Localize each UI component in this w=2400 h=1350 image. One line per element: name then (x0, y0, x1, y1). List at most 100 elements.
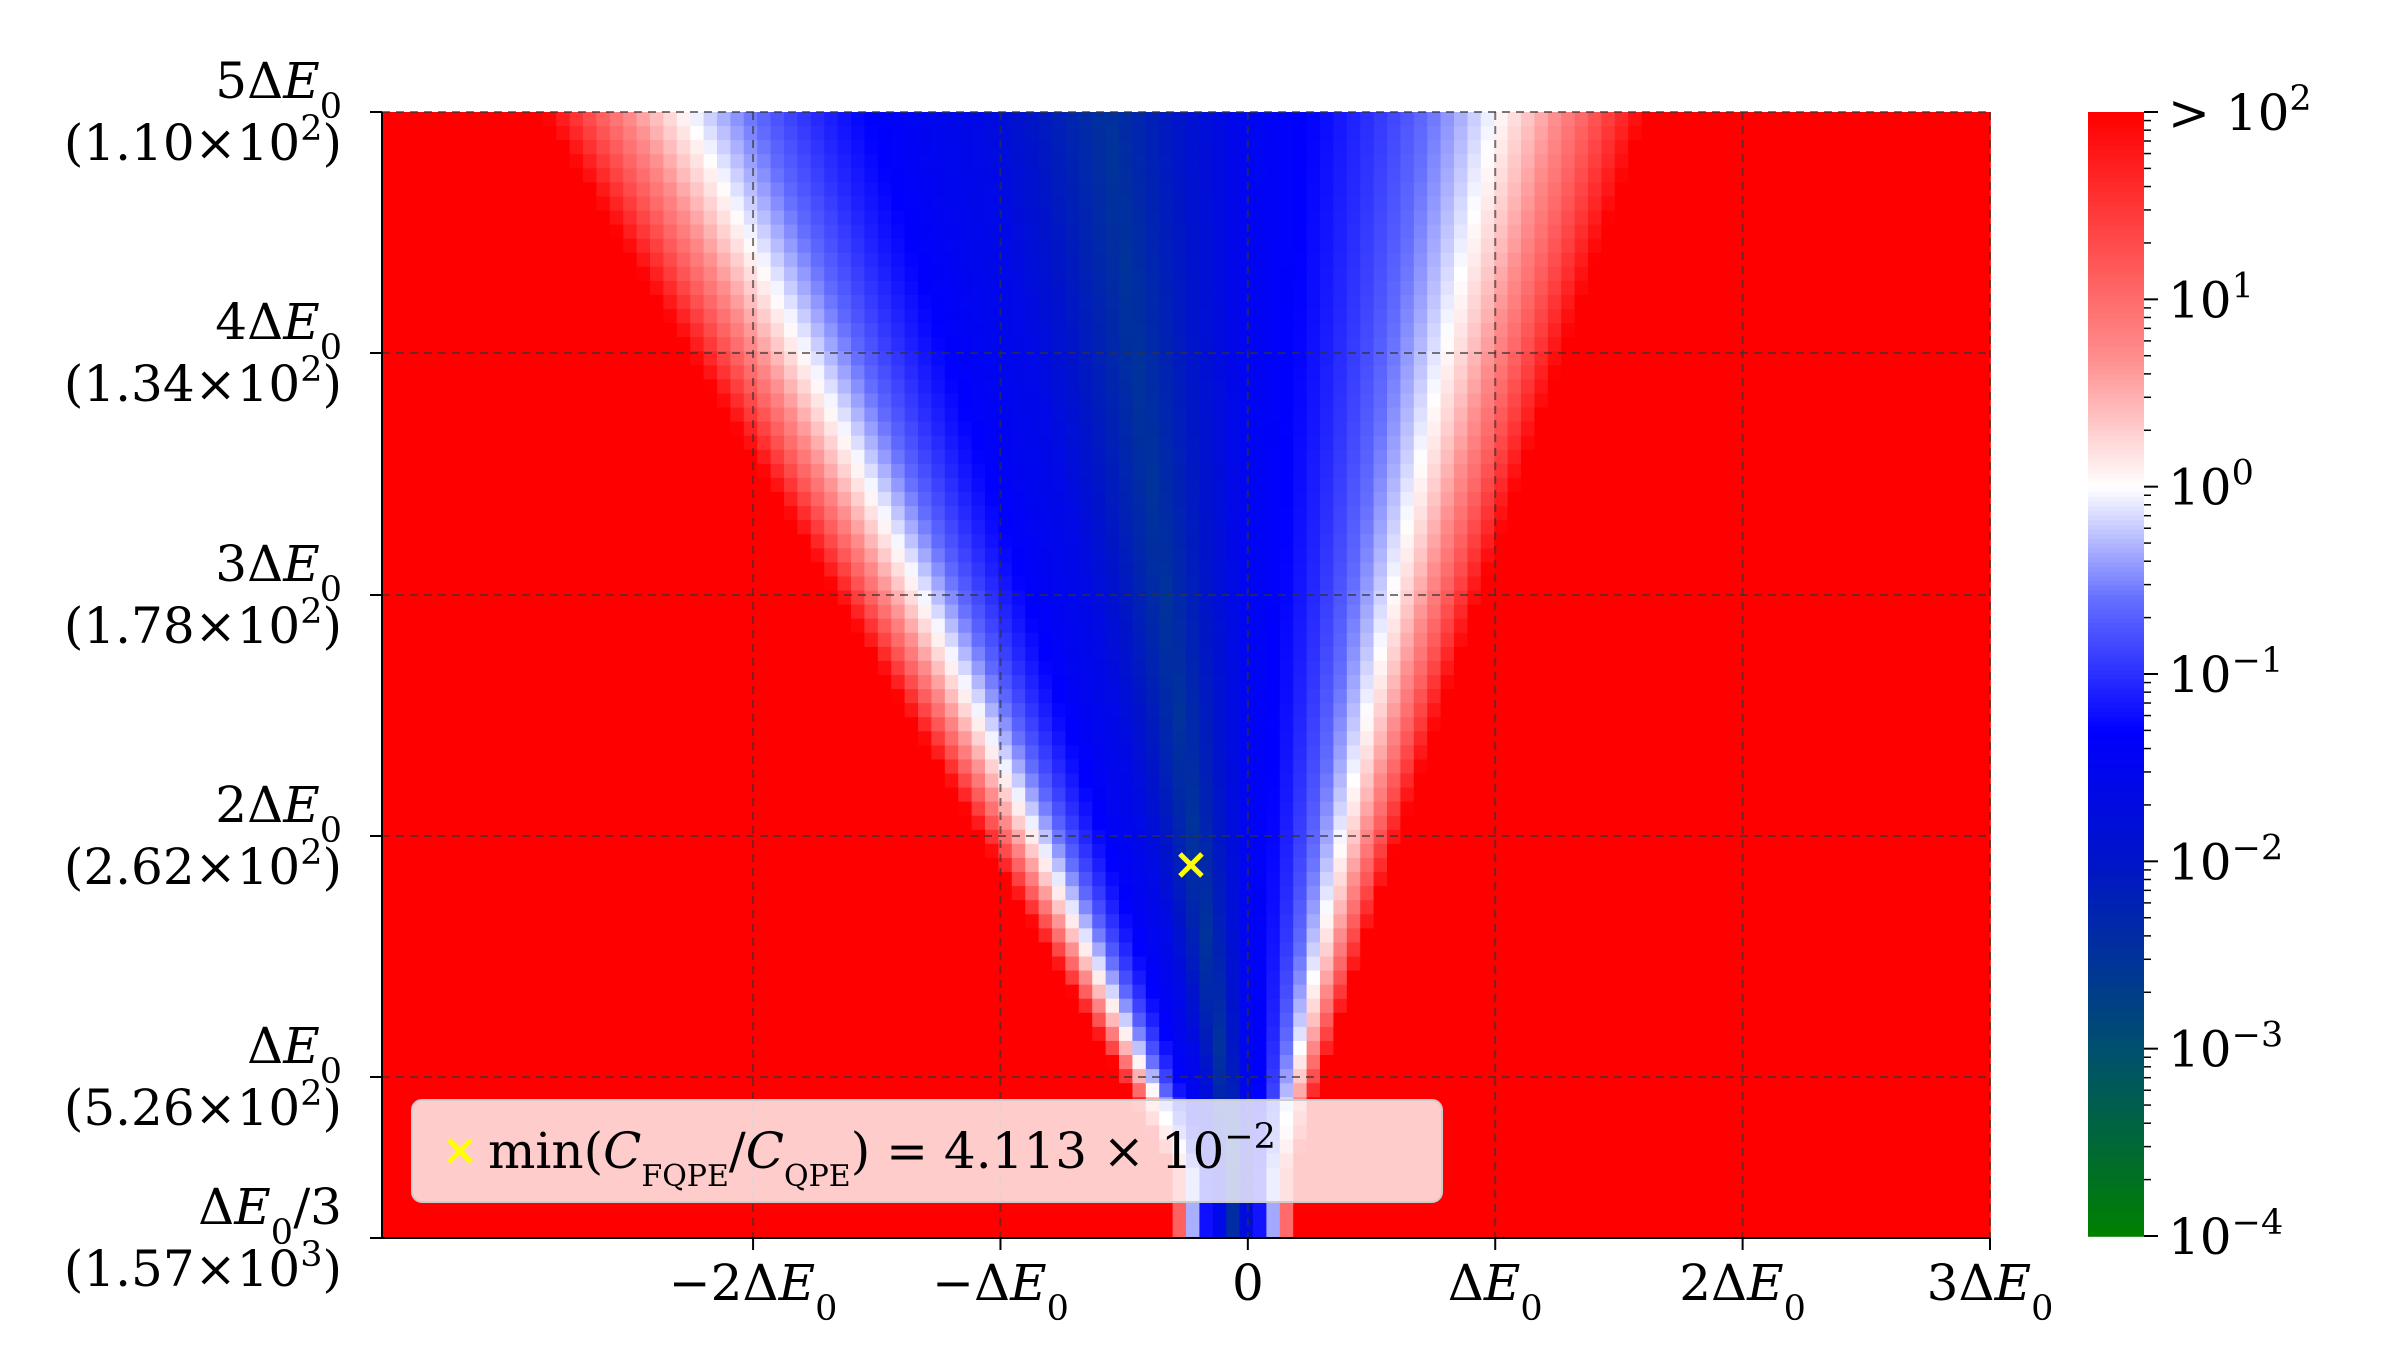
heatmap-cell (1065, 562, 1080, 578)
heatmap-cell (824, 140, 839, 156)
heatmap-cell (1762, 506, 1777, 521)
heatmap-cell (623, 126, 638, 141)
heatmap-cell (1534, 365, 1549, 381)
heatmap-cell (757, 210, 772, 226)
heatmap-cell (1025, 182, 1040, 198)
heatmap-cell (918, 477, 933, 493)
heatmap-cell (1360, 534, 1375, 550)
heatmap-cell (1561, 112, 1576, 127)
heatmap-cell (1949, 675, 1964, 690)
heatmap-cell (1333, 224, 1348, 240)
heatmap-cell (1923, 140, 1938, 156)
heatmap-cell (395, 351, 410, 367)
heatmap-cell (1909, 492, 1924, 507)
heatmap-cell (1882, 534, 1897, 550)
heatmap-cell (971, 506, 986, 521)
heatmap-cell (1695, 576, 1710, 592)
heatmap-cell (1239, 126, 1254, 141)
heatmap-cell (502, 154, 517, 170)
heatmap-cell (1038, 168, 1053, 184)
heatmap-cell (1601, 337, 1616, 353)
heatmap-cell (730, 689, 745, 704)
heatmap-cell (1829, 492, 1844, 507)
heatmap-cell (1789, 632, 1804, 648)
heatmap-cell (1588, 294, 1603, 310)
heatmap-cell (1387, 660, 1402, 676)
heatmap-cell (569, 435, 584, 451)
heatmap-cell (1413, 112, 1428, 127)
heatmap-cell (1628, 196, 1643, 212)
heatmap-cell (824, 534, 839, 550)
heatmap-cell (1628, 463, 1643, 479)
heatmap-cell (1628, 365, 1643, 381)
heatmap-cell (489, 604, 504, 620)
heatmap-cell (1722, 140, 1737, 156)
heatmap-cell (1976, 477, 1991, 493)
heatmap-cell (1574, 646, 1589, 662)
heatmap-cell (1025, 632, 1040, 648)
heatmap-cell (1588, 435, 1603, 451)
heatmap-cell (1480, 309, 1495, 324)
heatmap-cell (1159, 154, 1174, 170)
heatmap-cell (475, 337, 490, 353)
heatmap-cell (556, 351, 571, 367)
heatmap-cell (1346, 112, 1361, 127)
heatmap-cell (1293, 449, 1308, 465)
heatmap-cell (1145, 252, 1160, 268)
heatmap-cell (1387, 154, 1402, 170)
heatmap-cell (1722, 435, 1737, 451)
heatmap-cell (891, 449, 906, 465)
heatmap-cell (1092, 604, 1107, 620)
heatmap-cell (1078, 351, 1093, 367)
heatmap-cell (998, 576, 1013, 592)
heatmap-cell (1011, 196, 1026, 212)
heatmap-cell (408, 548, 423, 564)
heatmap-cell (1440, 407, 1455, 423)
heatmap-cell (1293, 562, 1308, 578)
heatmap-cell (1212, 632, 1227, 648)
heatmap-cell (1279, 294, 1294, 310)
heatmap-cell (931, 660, 946, 676)
heatmap-cell (1507, 365, 1522, 381)
heatmap-cell (1199, 224, 1214, 240)
heatmap-cell (583, 576, 598, 592)
heatmap-cell (1708, 463, 1723, 479)
heatmap-cell (422, 492, 437, 507)
heatmap-cell (1722, 280, 1737, 296)
heatmap-cell (583, 646, 598, 662)
heatmap-cell (1909, 449, 1924, 465)
heatmap-cell (743, 407, 758, 423)
heatmap-cell (1454, 435, 1469, 451)
heatmap-cell (422, 435, 437, 451)
heatmap-cell (408, 323, 423, 339)
heatmap-cell (1802, 675, 1817, 690)
heatmap-cell (757, 449, 772, 465)
heatmap-cell (1038, 449, 1053, 465)
heatmap-cell (1681, 506, 1696, 521)
heatmap-cell (449, 576, 464, 592)
heatmap-cell (529, 492, 544, 507)
heatmap-cell (1038, 266, 1053, 282)
heatmap-cell (730, 646, 745, 662)
heatmap-cell (1668, 126, 1683, 141)
heatmap-cell (395, 365, 410, 381)
heatmap-cell (757, 618, 772, 634)
heatmap-cell (395, 520, 410, 536)
heatmap-cell (1467, 463, 1482, 479)
heatmap-cell (1735, 604, 1750, 620)
heatmap-cell (1132, 224, 1147, 240)
heatmap-cell (770, 646, 785, 662)
heatmap-cell (770, 576, 785, 592)
heatmap-cell (1789, 520, 1804, 536)
heatmap-cell (837, 210, 852, 226)
heatmap-cell (1172, 182, 1187, 198)
heatmap-cell (542, 224, 557, 240)
heatmap-cell (1346, 463, 1361, 479)
heatmap-cell (918, 196, 933, 212)
heatmap-cell (1521, 126, 1536, 141)
heatmap-cell (1320, 238, 1335, 254)
heatmap-cell (1655, 435, 1670, 451)
heatmap-cell (770, 182, 785, 198)
heatmap-cell (489, 294, 504, 310)
heatmap-cell (382, 576, 397, 592)
